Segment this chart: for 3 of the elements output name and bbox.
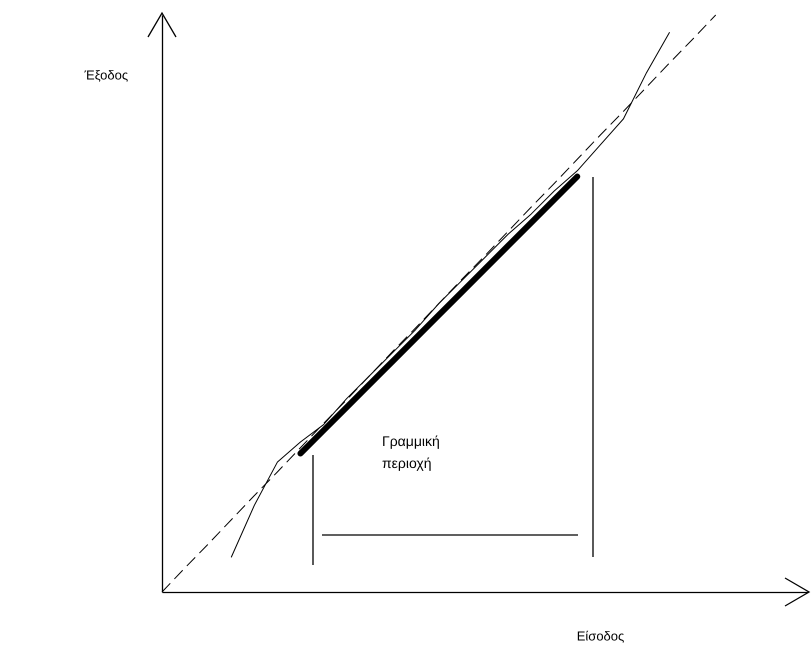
y-axis-title: Έξοδος [84,68,128,82]
x-axis-title: Είσοδος [576,628,624,644]
annotation: Γραμμική περιοχή [382,432,441,473]
